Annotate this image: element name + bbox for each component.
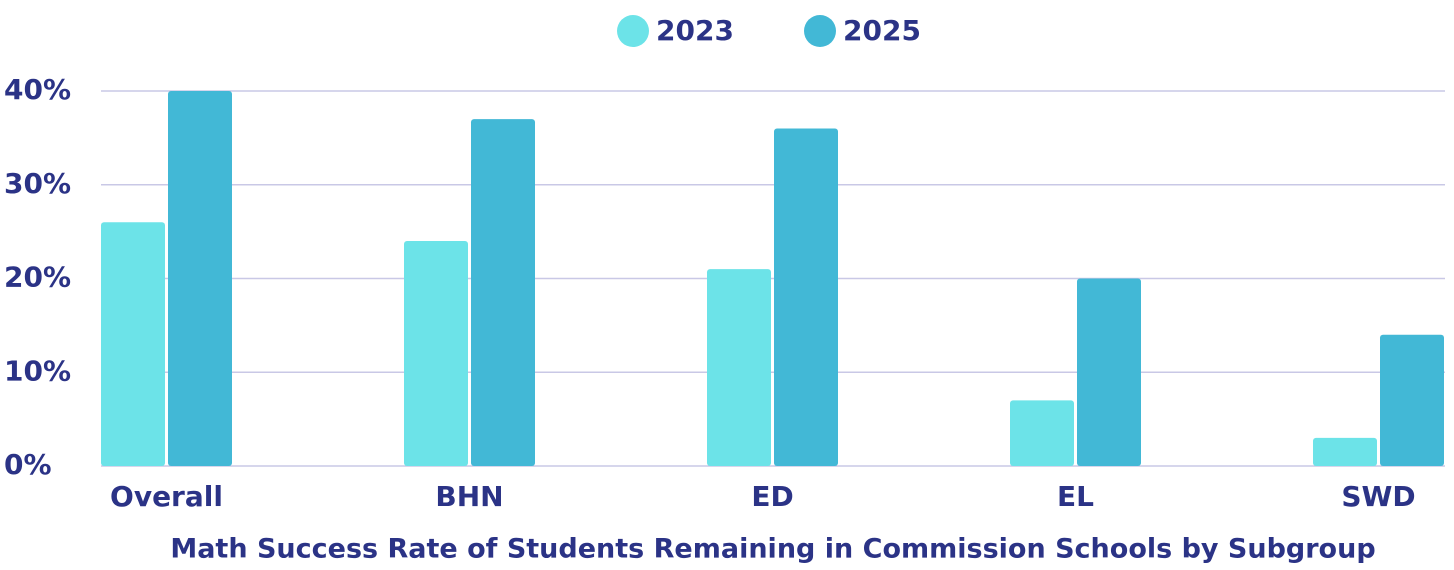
legend-label: 2025 xyxy=(843,14,921,47)
bar xyxy=(471,119,535,466)
y-tick-label: 20% xyxy=(4,261,71,294)
y-tick-label: 0% xyxy=(4,448,52,481)
x-tick-label: SWD xyxy=(1341,480,1415,513)
bar xyxy=(1313,437,1377,466)
bar xyxy=(101,222,165,466)
bar xyxy=(1380,334,1444,466)
bar xyxy=(774,128,838,466)
legend-marker xyxy=(804,15,836,47)
legend-label: 2023 xyxy=(656,14,734,47)
y-tick-label: 30% xyxy=(4,167,71,200)
chart-title: Math Success Rate of Students Remaining … xyxy=(170,534,1375,565)
bar xyxy=(1077,278,1141,466)
x-tick-label: Overall xyxy=(110,480,223,513)
bar xyxy=(707,269,771,466)
legend-marker xyxy=(617,15,649,47)
y-tick-label: 40% xyxy=(4,73,71,106)
x-tick-label: ED xyxy=(751,480,793,513)
bar xyxy=(1010,400,1074,466)
bar xyxy=(404,241,468,466)
y-tick-label: 10% xyxy=(4,354,71,387)
x-tick-label: EL xyxy=(1057,480,1094,513)
x-tick-label: BHN xyxy=(435,480,503,513)
bar xyxy=(168,91,232,466)
